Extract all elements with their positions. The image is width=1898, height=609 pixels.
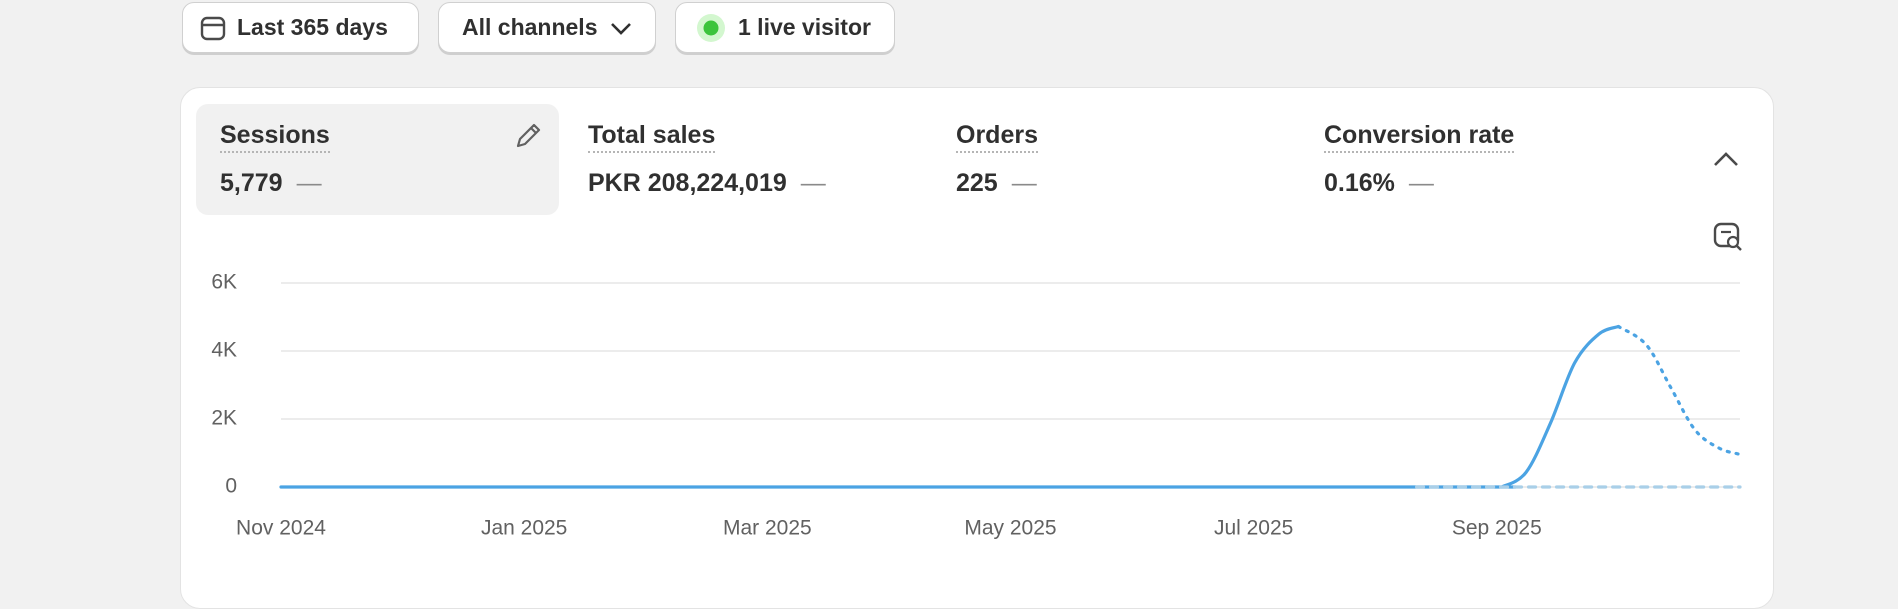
calendar-icon [200, 16, 226, 40]
page: Last 365 days All channels 1 live visito… [180, 2, 1774, 609]
filter-label: Last 365 days [237, 14, 388, 40]
x-tick-label: Nov 2024 [236, 517, 326, 540]
chevron-down [611, 22, 632, 35]
metric-value: 0.16% [1324, 169, 1395, 197]
metric-value: 5,779 [220, 169, 283, 197]
metric-change: — [1408, 169, 1434, 197]
collapse-chevron[interactable] [1712, 148, 1740, 172]
y-tick-label: 2K [211, 407, 237, 430]
metric-label[interactable]: Orders [956, 121, 1038, 153]
metric-value: 225 [956, 169, 998, 197]
series-line [1616, 324, 1742, 456]
metric-label[interactable]: Conversion rate [1324, 121, 1515, 153]
metric-row: 5,779 — [220, 169, 322, 198]
chart-search-icon[interactable] [1712, 221, 1744, 253]
y-tick-label: 4K [211, 339, 237, 362]
x-tick-label: Sep 2025 [1452, 517, 1542, 540]
filter-label: All channels [462, 14, 598, 40]
edit-icon[interactable] [513, 121, 543, 151]
metric-change: — [296, 169, 322, 197]
metric-change: — [800, 169, 826, 197]
y-tick-label: 0 [225, 475, 237, 498]
metric-change: — [1011, 169, 1037, 197]
series-line [279, 324, 1621, 489]
metric-value: PKR 208,224,019 [588, 169, 787, 197]
selected-metric-tile[interactable] [196, 104, 559, 215]
metric-row: 0.16% — [1324, 169, 1434, 198]
metric-row: 225 — [956, 169, 1037, 198]
sessions-chart: 0 2K 4K 6K Nov 2024 Jan 2025 Mar 2025 May 2025 J… [211, 271, 1742, 540]
x-tick-label: Jan 2025 [481, 517, 567, 540]
metric-row: PKR 208,224,019 — [588, 169, 826, 198]
metric-label[interactable]: Sessions [220, 121, 330, 153]
date-filter[interactable]: Last 365 days [182, 2, 419, 53]
y-tick-label: 6K [211, 271, 237, 294]
filter-label: 1 live visitor [738, 14, 871, 40]
x-tick-label: Mar 2025 [723, 517, 812, 540]
live-dot [697, 13, 725, 42]
metric-label[interactable]: Total sales [588, 121, 716, 153]
live-visitor-button[interactable]: 1 live visitor [675, 2, 895, 53]
x-tick-label: Jul 2025 [1214, 517, 1293, 540]
channel-filter[interactable]: All channels [438, 2, 656, 53]
x-tick-label: May 2025 [964, 517, 1056, 540]
